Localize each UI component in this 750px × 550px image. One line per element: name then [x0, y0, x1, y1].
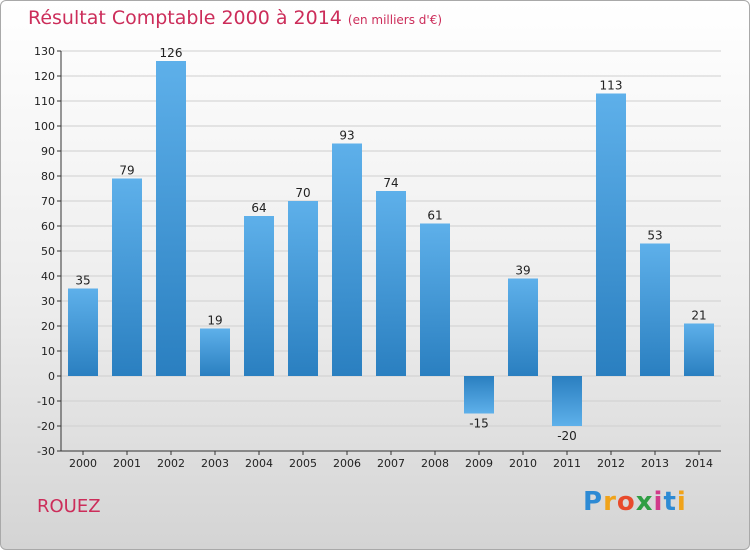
brand-letter: r: [603, 487, 617, 517]
chart-title-text: Résultat Comptable 2000 à 2014: [28, 7, 342, 29]
x-tick-label: 2012: [597, 457, 625, 470]
brand-letter: x: [635, 487, 654, 517]
x-tick-label: 2011: [553, 457, 581, 470]
brand-letter: i: [676, 487, 687, 517]
bar-value-label: 19: [207, 314, 222, 328]
bars: 35 79 126 19 64 70 93 74 61 -15 39 -20 113 53 21: [68, 46, 714, 443]
bar-2009[interactable]: [464, 376, 494, 414]
x-tick-label: 2000: [69, 457, 97, 470]
bar-value-label: 74: [383, 176, 398, 190]
bar-2014[interactable]: [684, 323, 714, 377]
y-tick-label: 90: [41, 145, 55, 158]
bar-2004[interactable]: [244, 216, 274, 376]
y-tick-label: 80: [41, 170, 55, 183]
y-tick-label: 120: [34, 70, 55, 83]
proxiti-logo[interactable]: Proxiti: [583, 487, 687, 517]
bar-value-label: 93: [339, 129, 354, 143]
bar-value-label: 53: [647, 229, 662, 243]
x-tick-label: 2007: [377, 457, 405, 470]
y-tick-label: 70: [41, 195, 55, 208]
bar-value-label: 21: [691, 309, 706, 323]
x-tick-label: 2004: [245, 457, 273, 470]
bar-2005[interactable]: [288, 201, 318, 376]
axes: 1301201101009080706050403020100-10-20-30…: [34, 45, 721, 470]
bar-value-label: 64: [251, 201, 266, 215]
bar-2006[interactable]: [332, 143, 362, 377]
bar-value-label: 35: [75, 274, 90, 288]
chart-title: Résultat Comptable 2000 à 2014 (en millie…: [28, 7, 442, 29]
bar-value-label: 113: [600, 79, 623, 93]
x-tick-label: 2006: [333, 457, 361, 470]
y-tick-label: -10: [37, 395, 55, 408]
bar-2010[interactable]: [508, 278, 538, 377]
x-tick-label: 2010: [509, 457, 537, 470]
x-tick-label: 2002: [157, 457, 185, 470]
bar-2003[interactable]: [200, 328, 230, 377]
commune-name: ROUEZ: [37, 496, 101, 517]
y-tick-label: 10: [41, 345, 55, 358]
y-tick-label: 50: [41, 245, 55, 258]
x-tick-label: 2001: [113, 457, 141, 470]
bar-value-label: -20: [557, 429, 577, 443]
x-tick-label: 2013: [641, 457, 669, 470]
y-tick-label: 20: [41, 320, 55, 333]
bar-2001[interactable]: [112, 178, 142, 377]
bar-2000[interactable]: [68, 288, 98, 377]
y-tick-label: 60: [41, 220, 55, 233]
bar-2011[interactable]: [552, 376, 582, 426]
brand-letter: P: [583, 487, 604, 517]
x-tick-label: 2003: [201, 457, 229, 470]
bar-value-label: 70: [295, 186, 310, 200]
bar-value-label: 126: [160, 46, 183, 60]
bar-2013[interactable]: [640, 243, 670, 377]
y-tick-label: -20: [37, 420, 55, 433]
brand-letter: i: [653, 487, 664, 517]
bar-2012[interactable]: [596, 93, 626, 377]
bar-value-label: -15: [469, 417, 489, 431]
bar-2002[interactable]: [156, 61, 186, 376]
y-tick-label: 30: [41, 295, 55, 308]
x-tick-label: 2008: [421, 457, 449, 470]
brand-letter: t: [663, 487, 677, 517]
bar-value-label: 79: [119, 164, 134, 178]
y-tick-label: -30: [37, 445, 55, 458]
x-tick-label: 2014: [685, 457, 713, 470]
y-tick-label: 0: [48, 370, 55, 383]
brand-letter: o: [616, 487, 636, 517]
bar-value-label: 61: [427, 209, 442, 223]
y-tick-label: 100: [34, 120, 55, 133]
bar-2007[interactable]: [376, 191, 406, 376]
bar-2008[interactable]: [420, 223, 450, 377]
x-tick-label: 2005: [289, 457, 317, 470]
y-tick-label: 130: [34, 45, 55, 58]
y-tick-label: 110: [34, 95, 55, 108]
y-tick-label: 40: [41, 270, 55, 283]
x-tick-label: 2009: [465, 457, 493, 470]
chart-subtitle: (en milliers d'€): [347, 13, 443, 27]
bar-value-label: 39: [515, 264, 530, 278]
